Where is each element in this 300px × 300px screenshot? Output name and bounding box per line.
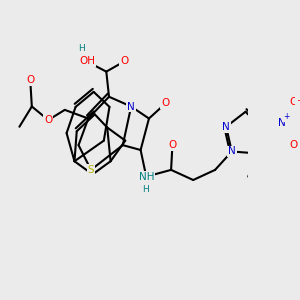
Text: S: S [88, 165, 94, 175]
Text: O: O [161, 98, 169, 109]
Text: O: O [290, 97, 298, 106]
Text: H: H [142, 185, 148, 194]
Text: O: O [168, 140, 177, 150]
Text: OH: OH [79, 56, 95, 67]
Text: −: − [296, 95, 300, 104]
Text: +: + [283, 112, 289, 121]
Text: NH: NH [139, 172, 154, 182]
Text: O: O [44, 115, 52, 125]
Text: N: N [278, 118, 285, 128]
Text: N: N [127, 101, 135, 112]
Text: N: N [228, 146, 236, 157]
Text: H: H [78, 44, 85, 53]
Text: O: O [290, 140, 298, 150]
Text: O: O [120, 56, 128, 67]
Text: N: N [222, 122, 230, 132]
Text: O: O [26, 75, 34, 85]
